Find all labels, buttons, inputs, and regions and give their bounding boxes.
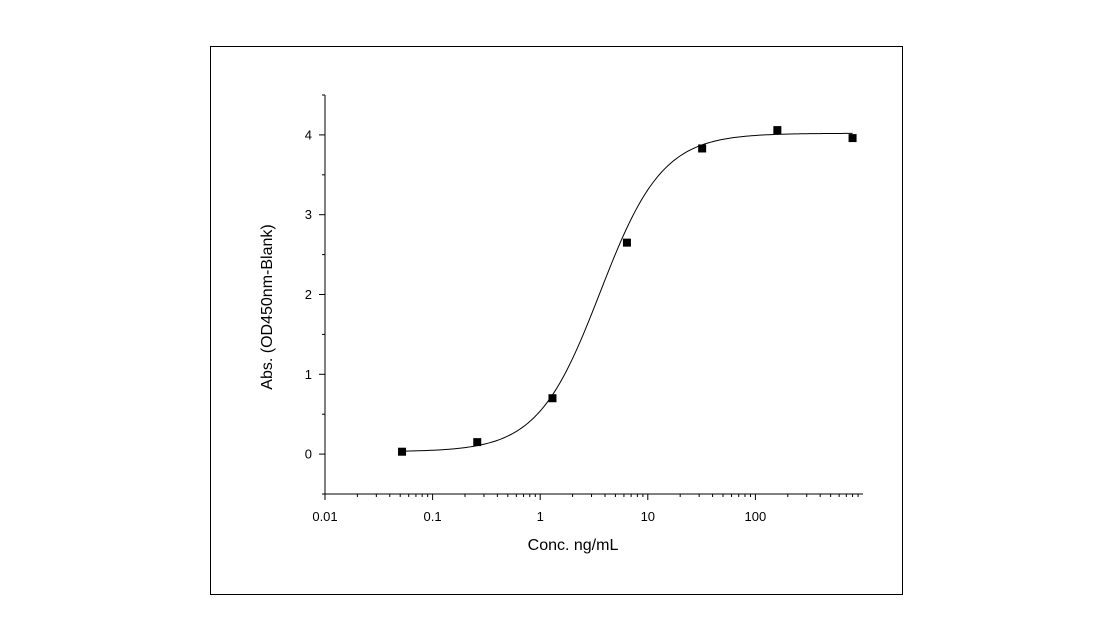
x-axis-title: Conc. ng/mL [528, 537, 619, 554]
y-tick-label: 4 [305, 127, 312, 142]
chart-frame [210, 46, 903, 595]
data-point [848, 134, 857, 143]
x-tick-label: 0.1 [424, 509, 442, 524]
y-tick-label: 3 [305, 207, 312, 222]
plot-area: 0.01 0.1 1 10 100 0 1 2 3 4 [305, 94, 863, 524]
data-point [473, 438, 482, 447]
y-tick-label: 1 [305, 367, 312, 382]
data-point [698, 144, 707, 153]
y-tick-label: 2 [305, 287, 312, 302]
x-tick-label: 0.01 [312, 509, 337, 524]
y-tick-label: 0 [305, 447, 312, 462]
x-tick-label: 10 [641, 509, 655, 524]
data-point [773, 126, 782, 135]
x-tick-label: 1 [537, 509, 544, 524]
data-point [398, 447, 407, 456]
data-point [548, 394, 557, 403]
data-point [622, 238, 631, 247]
y-axis-title: Abs. (OD450nm-Blank) [259, 224, 276, 389]
x-tick-label: 100 [745, 509, 767, 524]
